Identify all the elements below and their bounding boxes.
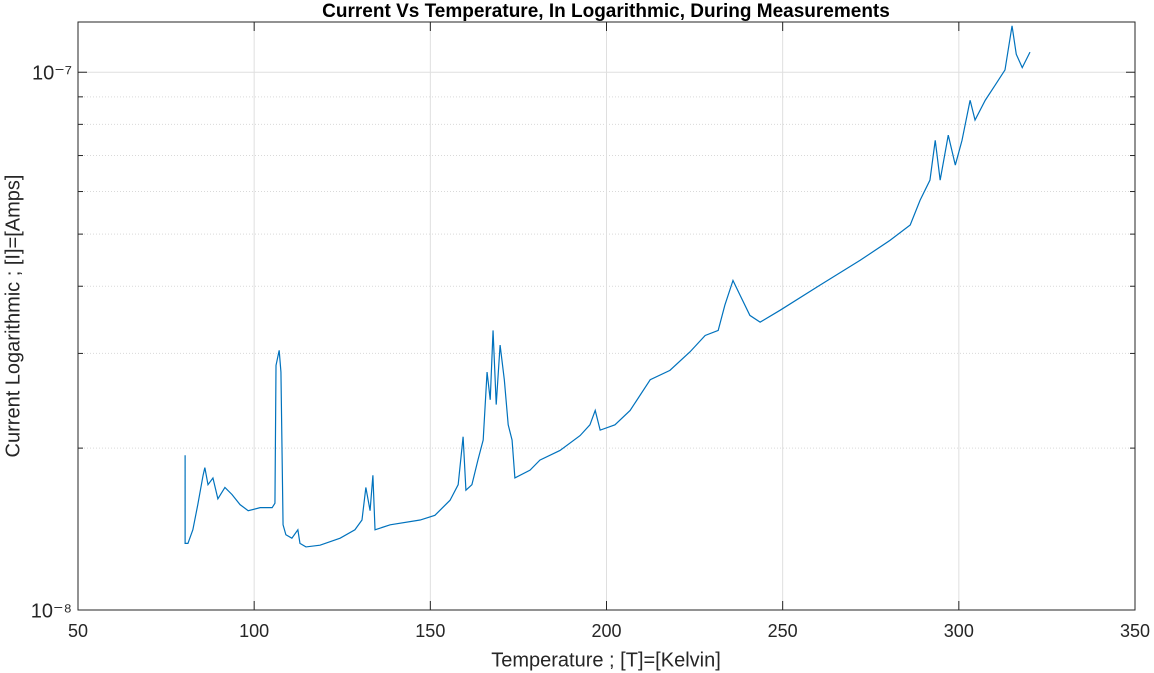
y-tick-label: 10⁻⁷: [32, 63, 72, 85]
x-axis-label: Temperature ; [T]=[Kelvin]: [491, 649, 721, 671]
y-tick-label: 10⁻⁸: [31, 600, 72, 622]
x-tick-label: 200: [591, 621, 621, 641]
y-axis-label: Current Logarithmic ; [I]=[Amps]: [2, 175, 24, 458]
x-tick-label: 300: [944, 621, 974, 641]
x-tick-label: 350: [1120, 621, 1150, 641]
x-tick-label: 100: [239, 621, 269, 641]
x-tick-label: 50: [68, 621, 88, 641]
x-tick-label: 150: [415, 621, 445, 641]
chart-title: Current Vs Temperature, In Logarithmic, …: [322, 1, 890, 22]
x-tick-label: 250: [768, 621, 798, 641]
data-line: [184, 25, 1031, 548]
plot-frame: [77, 21, 1136, 611]
